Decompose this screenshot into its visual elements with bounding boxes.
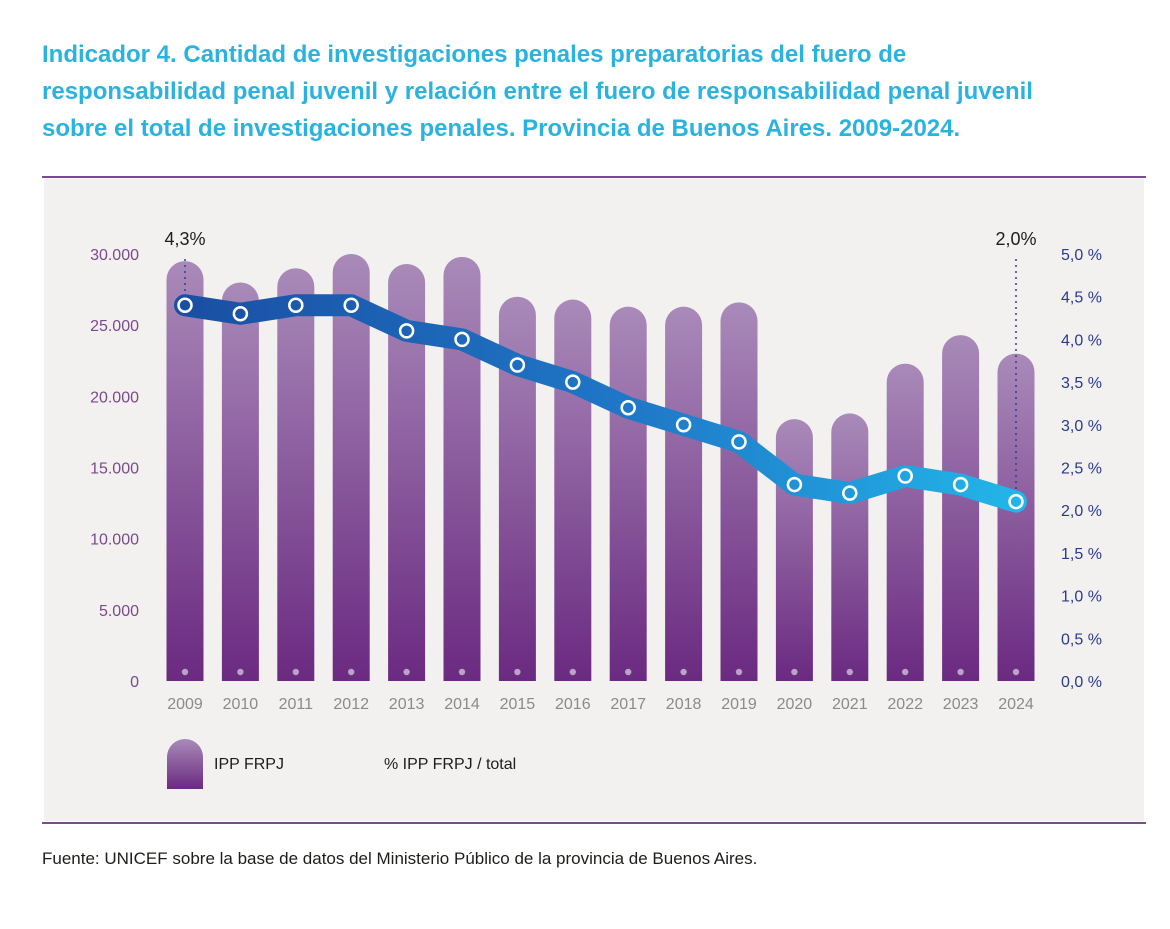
legend-bar-swatch [167,739,203,789]
x-tick-2021: 2021 [832,696,868,713]
combo-chart: 0 5.000 10.000 15.000 20.000 25.000 30.000 0,0 … [90,229,1102,789]
right-axis-tick: 1,5 % [1061,546,1102,563]
bar-base-dot [625,668,632,676]
bar-base-dot [791,668,798,676]
bar-base-dot [292,668,299,676]
line-point-2018 [675,417,692,433]
bar-2018 [665,306,703,681]
bar-2009 [166,261,204,681]
bar-2014 [443,256,481,681]
bar-2010 [221,282,259,681]
x-tick-2024: 2024 [998,696,1034,713]
left-axis-tick: 30.000 [90,247,139,264]
x-tick-2012: 2012 [333,696,369,713]
bar-2019 [720,302,758,681]
right-axis-tick: 2,0 % [1061,503,1102,520]
bar-2020 [775,419,813,681]
x-tick-2020: 2020 [777,696,813,713]
bar-base-dot [957,668,964,676]
x-tick-2017: 2017 [610,696,646,713]
annotation-label: 2,0% [995,229,1036,249]
x-tick-2016: 2016 [555,696,591,713]
title-line-2: responsabilidad penal juvenil y relación… [42,78,1033,105]
line-point-2016 [565,374,581,390]
bar-base-dot [735,668,743,676]
right-axis-tick: 3,0 % [1061,418,1102,435]
legend-bar-label: IPP FRPJ [214,756,284,773]
line-point-2011 [288,297,304,313]
top-divider [42,176,1146,178]
x-tick-2018: 2018 [666,696,702,713]
left-axis-tick: 0 [130,674,139,691]
x-tick-2019: 2019 [721,696,757,713]
x-tick-2014: 2014 [444,696,480,713]
right-axis-tick: 4,5 % [1061,290,1102,307]
bar-base-dot [902,668,909,676]
x-tick-2022: 2022 [887,696,923,713]
source-note: Fuente: UNICEF sobre la base de datos de… [42,849,758,868]
right-axis-tick: 3,5 % [1061,375,1102,392]
line-point-2014 [454,331,470,348]
line-point-2021 [842,485,858,501]
line-point-2019 [731,434,747,450]
right-axis-tick: 5,0 % [1061,247,1102,264]
title-line-3: sobre el total de investigaciones penale… [42,115,961,142]
bar-2012 [332,254,370,681]
x-tick-2023: 2023 [943,696,979,713]
line-point-2024 [1008,493,1024,510]
x-tick-2010: 2010 [223,696,259,713]
line-point-2010 [232,306,249,322]
bar-base-dot [569,668,576,676]
left-axis-tick: 25.000 [90,318,139,335]
title-line-1: Indicador 4. Cantidad de investigaciones… [42,41,907,68]
line-point-2022 [897,468,913,484]
chart-panel: 0 5.000 10.000 15.000 20.000 25.000 30.000 0,0 … [44,179,1144,821]
left-axis-tick: 10.000 [90,532,139,549]
line-point-2015 [509,357,526,373]
right-axis-tick: 0,5 % [1061,631,1102,648]
bar-2024 [997,353,1035,681]
x-tick-2013: 2013 [389,696,425,713]
bar-base-dot [237,668,244,676]
bar-base-dot [846,668,853,676]
chart-title: Indicador 4. Cantidad de investigaciones… [42,36,1142,147]
bar-base-dot [403,668,410,676]
left-axis-tick: 20.000 [90,389,139,406]
right-axis-tick: 0,0 % [1061,674,1102,691]
bar-2013 [388,263,426,681]
bar-base-dot [514,668,521,676]
line-point-2012 [343,297,359,313]
left-axis-tick: 15.000 [90,461,139,478]
bar-2016 [554,299,592,681]
line-point-2017 [620,399,636,416]
line-point-2009 [177,297,193,313]
right-axis-tick: 4,0 % [1061,332,1102,349]
x-tick-2011: 2011 [279,696,314,713]
legend-line-label: % IPP FRPJ / total [384,756,516,773]
bar-2011 [277,268,315,681]
bar-2017 [609,306,647,681]
bar-2023 [942,335,980,681]
bar-base-dot [348,668,355,676]
bar-base-dot [458,668,466,676]
bar-2015 [498,296,536,681]
line-point-2023 [952,476,969,493]
annotation-label: 4,3% [164,229,205,249]
left-axis-tick: 5.000 [99,603,139,620]
line-point-2020 [786,476,803,493]
bar-base-dot [181,668,189,676]
right-axis-tick: 2,5 % [1061,461,1102,478]
x-tick-2015: 2015 [500,696,536,713]
bottom-divider [42,822,1146,824]
bar-2021 [831,413,869,681]
line-point-2013 [398,323,415,339]
bar-base-dot [680,668,687,676]
line-series-pct [174,294,1027,513]
bar-2022 [886,363,924,681]
right-axis-tick: 1,0 % [1061,589,1102,606]
bar-base-dot [1012,668,1020,676]
x-tick-2009: 2009 [167,696,203,713]
